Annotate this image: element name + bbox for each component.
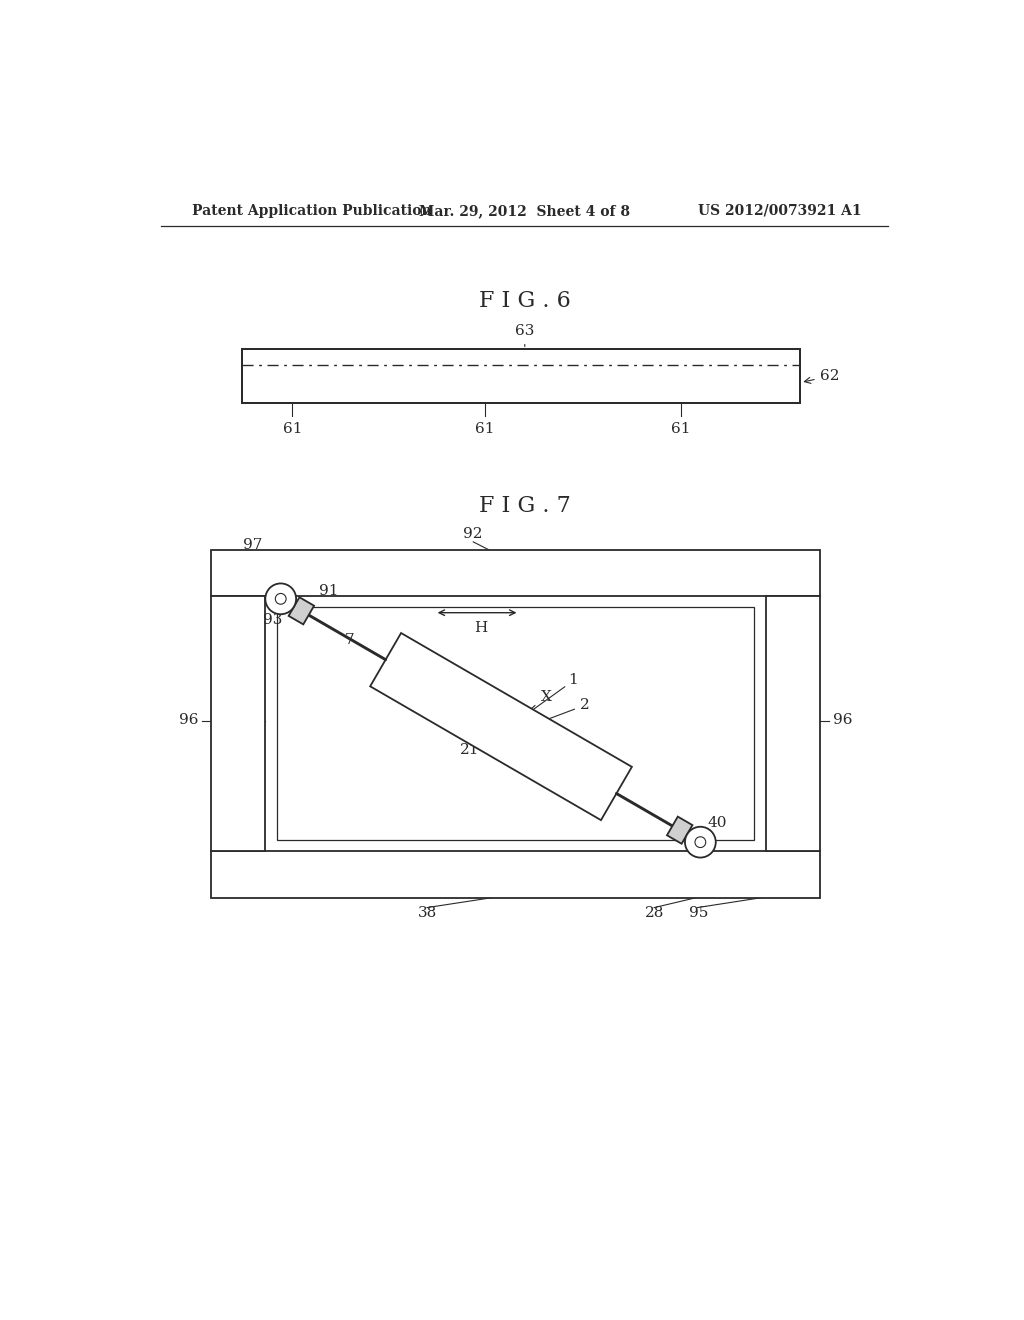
- Text: 96: 96: [834, 714, 853, 727]
- Text: 95: 95: [689, 906, 709, 920]
- Text: 1: 1: [568, 673, 579, 688]
- Text: 62: 62: [805, 370, 840, 383]
- Text: 91: 91: [319, 585, 339, 598]
- Text: X: X: [541, 690, 552, 705]
- Circle shape: [275, 594, 286, 605]
- Text: 61: 61: [672, 422, 691, 436]
- Bar: [243, 350, 801, 404]
- Bar: [211, 851, 819, 898]
- Text: 61: 61: [475, 422, 495, 436]
- Text: 21: 21: [460, 743, 479, 756]
- Polygon shape: [667, 817, 692, 843]
- Text: 93: 93: [263, 614, 283, 627]
- Text: 7: 7: [345, 632, 355, 647]
- Text: 2: 2: [580, 698, 590, 711]
- Bar: [243, 350, 801, 404]
- Polygon shape: [289, 597, 314, 624]
- Polygon shape: [370, 634, 632, 820]
- Text: 63: 63: [515, 323, 535, 338]
- Text: F I G . 7: F I G . 7: [479, 495, 570, 517]
- Bar: [211, 549, 819, 595]
- Text: 28: 28: [644, 906, 664, 920]
- Text: 38: 38: [418, 906, 436, 920]
- Bar: [766, 595, 819, 851]
- Text: Patent Application Publication: Patent Application Publication: [193, 203, 432, 218]
- Text: 40: 40: [708, 816, 727, 830]
- Text: Mar. 29, 2012  Sheet 4 of 8: Mar. 29, 2012 Sheet 4 of 8: [419, 203, 631, 218]
- Text: 92: 92: [464, 527, 483, 541]
- Text: F I G . 6: F I G . 6: [479, 290, 570, 312]
- Text: US 2012/0073921 A1: US 2012/0073921 A1: [698, 203, 862, 218]
- Circle shape: [265, 583, 296, 614]
- Text: 96: 96: [178, 714, 198, 727]
- Bar: [211, 595, 265, 851]
- Circle shape: [695, 837, 706, 847]
- Text: 97: 97: [243, 539, 262, 552]
- Text: H: H: [474, 622, 487, 635]
- Circle shape: [685, 826, 716, 858]
- Text: 61: 61: [283, 422, 302, 436]
- Bar: [276, 607, 755, 840]
